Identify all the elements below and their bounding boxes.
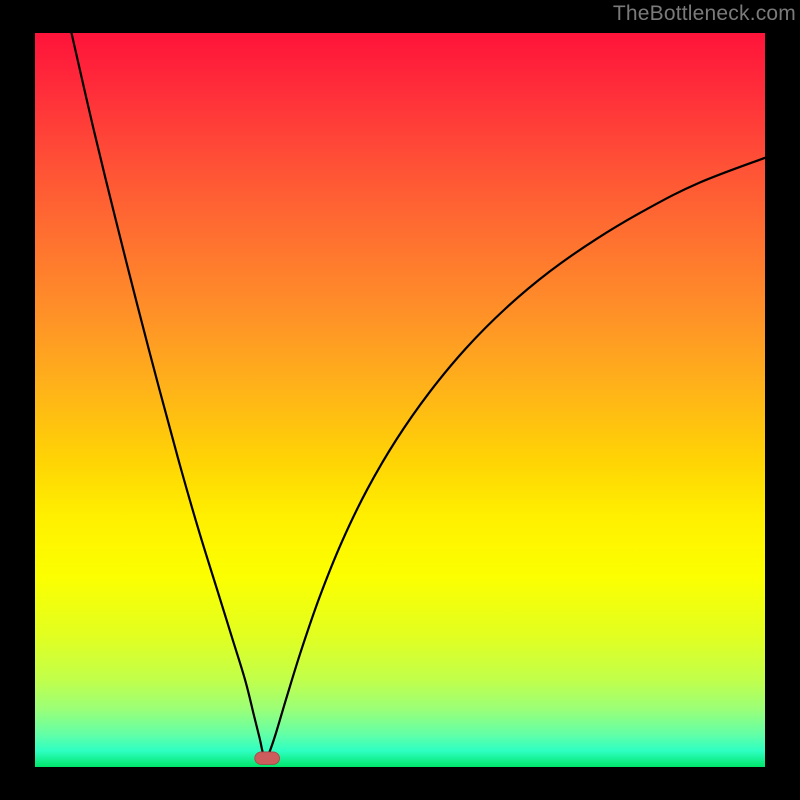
bottleneck-curve-chart [35,33,765,767]
plot-area [35,33,765,767]
gradient-background [35,33,765,767]
trough-marker [255,752,280,764]
chart-frame: TheBottleneck.com [0,0,800,800]
watermark-text: TheBottleneck.com [613,2,796,26]
